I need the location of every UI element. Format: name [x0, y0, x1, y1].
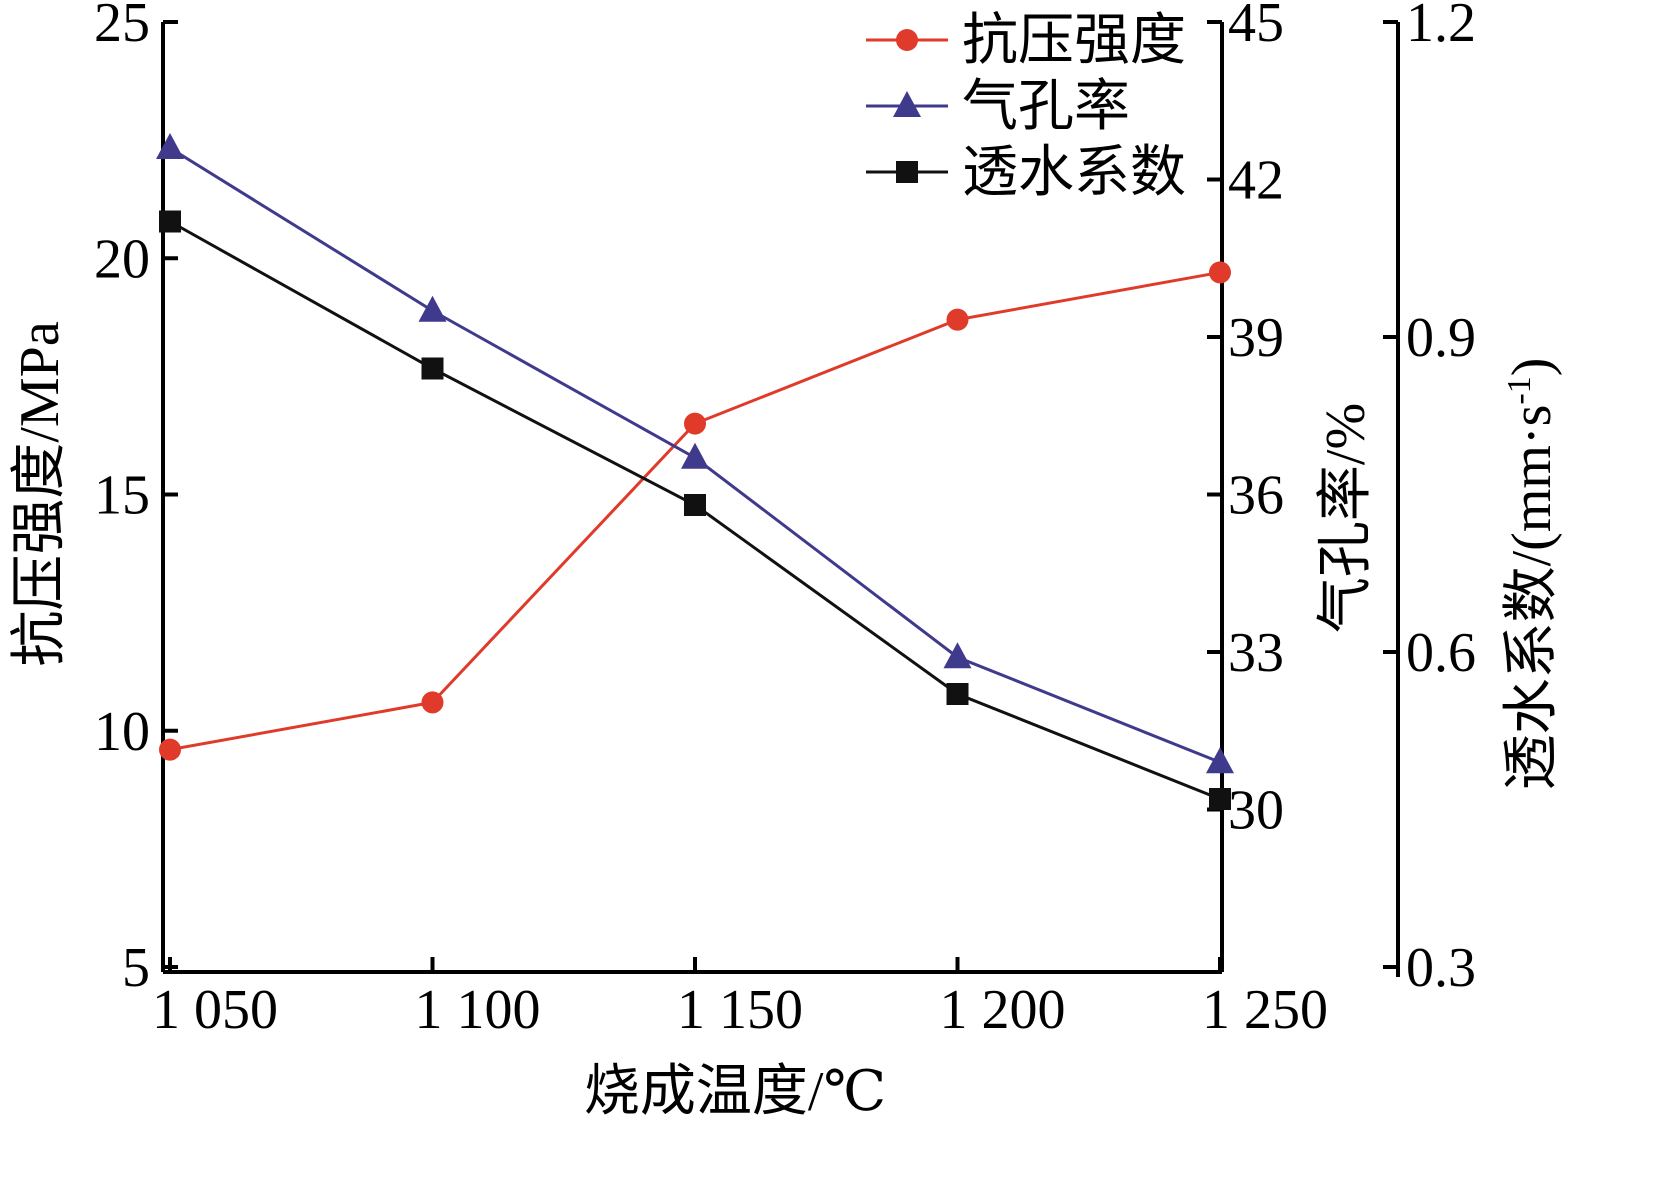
- right1-tick-label: 30: [1228, 780, 1284, 842]
- right2-tick-label: 0.9: [1406, 307, 1476, 369]
- series-1-point: [418, 295, 447, 322]
- legend-marker-0: [896, 29, 918, 51]
- right1-axis-title: 气孔率/%: [1315, 403, 1377, 633]
- series-layer: [156, 133, 1234, 810]
- right2-axis-title-sup: -1: [1501, 376, 1538, 404]
- series-1-point: [1206, 747, 1234, 774]
- right2-tick-label: 1.2: [1406, 0, 1476, 54]
- right2-tick-label: 0.6: [1406, 622, 1476, 684]
- series-1-point: [681, 442, 709, 469]
- series-0-point: [421, 691, 444, 714]
- left-tick-label: 5: [122, 937, 150, 999]
- right1-tick-label: 33: [1228, 622, 1284, 684]
- right1-tick-label: 42: [1228, 150, 1284, 212]
- right1-tick-label: 36: [1228, 465, 1284, 527]
- x-tick-label: 1 250: [1202, 979, 1328, 1041]
- series-0-point: [1209, 261, 1231, 284]
- x-tick-label: 1 050: [152, 979, 278, 1041]
- x-tick-label: 1 200: [940, 979, 1066, 1041]
- left-tick-label: 20: [94, 228, 150, 290]
- legend-label-1: 气孔率: [962, 76, 1130, 138]
- right1-tick-label: 45: [1228, 0, 1284, 54]
- series-0-point: [684, 412, 706, 435]
- x-tick-label: 1 100: [415, 979, 541, 1041]
- series-1-point: [943, 642, 972, 669]
- series-2-point: [684, 494, 706, 516]
- right2-tick-label: 0.3: [1406, 937, 1476, 999]
- right2-axis-title-main: 透水系数/(mm·s: [1501, 405, 1563, 791]
- right1-tick-label: 39: [1228, 307, 1284, 369]
- series-2-point: [946, 683, 969, 705]
- series-2-point: [159, 210, 181, 233]
- left-axis-title: 抗压强度/MPa: [9, 321, 71, 666]
- left-tick-label: 25: [94, 0, 150, 54]
- series-0-point: [159, 738, 181, 761]
- right2-axis-title: 透水系数/(mm·s-1): [1501, 358, 1563, 791]
- right2-axis-title-end: ): [1501, 358, 1563, 377]
- series-2-point: [1209, 788, 1231, 810]
- axes-layer: 5 10 15 20 25 30 33 36 39 42 45 0.3 0.6 0.9 1.2 1 050 1 …: [9, 0, 1563, 1123]
- series-2-point: [421, 357, 444, 380]
- legend-label-0: 抗压强度: [962, 10, 1186, 72]
- series-0-point: [946, 308, 969, 331]
- series-1-point: [156, 133, 184, 159]
- left-tick-label: 15: [94, 465, 150, 527]
- legend-label-2: 透水系数: [962, 142, 1186, 204]
- legend-marker-1: [893, 91, 921, 117]
- left-tick-label: 10: [94, 701, 150, 763]
- x-axis-title: 烧成温度/℃: [584, 1061, 886, 1123]
- x-tick-label: 1 150: [677, 979, 803, 1041]
- legend-marker-2: [896, 161, 918, 183]
